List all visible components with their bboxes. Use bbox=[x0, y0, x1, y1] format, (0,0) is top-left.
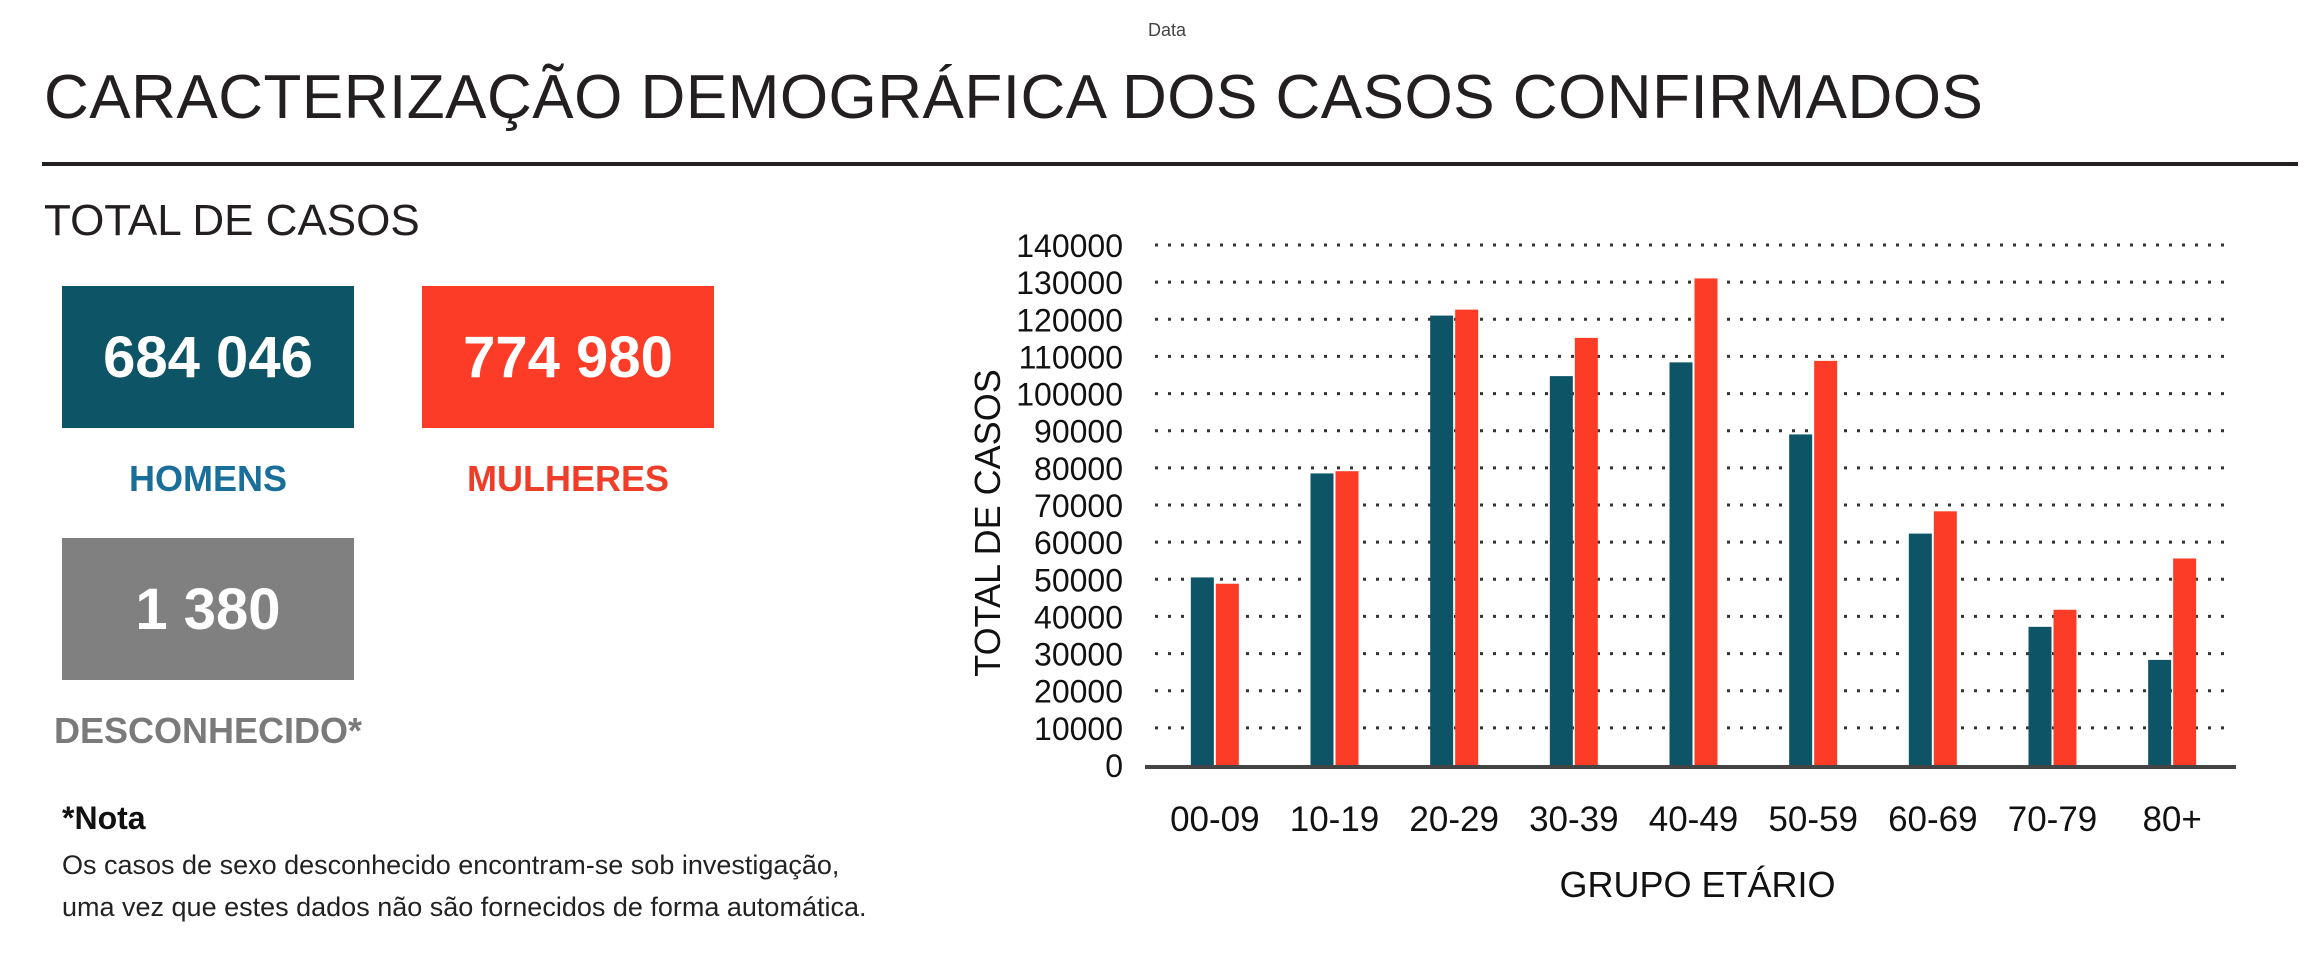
y-tick-label: 50000 bbox=[1034, 562, 1123, 598]
top-header-mark: Data bbox=[1148, 20, 1187, 40]
unknown-total-value: 1 380 bbox=[135, 576, 281, 642]
women-total-value: 774 980 bbox=[463, 324, 673, 390]
x-tick-label: 50-59 bbox=[1768, 800, 1858, 839]
y-tick-label: 70000 bbox=[1034, 488, 1123, 524]
y-tick-label: 80000 bbox=[1034, 451, 1123, 487]
y-tick-label: 120000 bbox=[1016, 302, 1123, 338]
bar-series-1 bbox=[1190, 577, 1214, 765]
unknown-total-card: 1 380 bbox=[62, 538, 354, 680]
x-tick-label: 60-69 bbox=[1888, 800, 1978, 839]
men-total-value: 684 046 bbox=[103, 324, 313, 390]
chart-bars bbox=[1190, 278, 2197, 765]
x-tick-label: 30-39 bbox=[1529, 800, 1619, 839]
bar-series-1 bbox=[1430, 315, 1454, 765]
note-line-2: uma vez que estes dados não são fornecid… bbox=[62, 892, 867, 922]
x-axis-title: GRUPO ETÁRIO bbox=[1559, 864, 1835, 905]
bar-series-2 bbox=[1455, 309, 1479, 765]
y-tick-label: 0 bbox=[1105, 748, 1123, 784]
x-axis-ticks: 00-09 10-19 20-29 30-39 40-49 50-59 60-69 70-79… bbox=[1170, 800, 2202, 839]
bar-series-2 bbox=[1814, 360, 1838, 765]
y-tick-label: 130000 bbox=[1016, 265, 1123, 301]
y-tick-label: 10000 bbox=[1034, 711, 1123, 747]
note-title: *Nota bbox=[62, 800, 146, 836]
total-cases-heading: TOTAL DE CASOS bbox=[44, 196, 420, 245]
x-tick-label: 80+ bbox=[2142, 800, 2201, 839]
page-title: CARACTERIZAÇÃO DEMOGRÁFICA DOS CASOS CON… bbox=[44, 63, 1984, 132]
bar-series-1 bbox=[2028, 626, 2052, 765]
bar-series-2 bbox=[1215, 583, 1239, 765]
note-line-1: Os casos de sexo desconhecido encontram-… bbox=[62, 850, 840, 880]
y-tick-label: 110000 bbox=[1019, 339, 1123, 375]
men-total-card: 684 046 bbox=[62, 286, 354, 428]
x-tick-label: 00-09 bbox=[1170, 800, 1260, 839]
y-tick-label: 40000 bbox=[1034, 599, 1123, 635]
y-axis-ticks: 0100002000030000400005000060000700008000… bbox=[1016, 228, 1123, 784]
y-tick-label: 30000 bbox=[1034, 637, 1123, 673]
x-tick-label: 40-49 bbox=[1649, 800, 1739, 839]
women-total-card: 774 980 bbox=[422, 286, 714, 428]
bar-series-2 bbox=[2173, 558, 2197, 765]
y-tick-label: 140000 bbox=[1016, 228, 1123, 264]
y-tick-label: 20000 bbox=[1034, 674, 1123, 710]
y-axis-title: TOTAL DE CASOS bbox=[967, 369, 1008, 676]
men-label: HOMENS bbox=[128, 458, 287, 499]
bar-series-1 bbox=[1310, 473, 1334, 765]
y-tick-label: 90000 bbox=[1034, 414, 1123, 450]
bar-series-1 bbox=[1549, 376, 1573, 765]
title-divider bbox=[42, 162, 2298, 166]
bar-series-2 bbox=[2053, 609, 2077, 765]
bar-series-1 bbox=[1789, 434, 1813, 765]
y-tick-label: 100000 bbox=[1016, 377, 1123, 413]
bar-series-2 bbox=[1933, 511, 1957, 765]
bar-series-2 bbox=[1335, 471, 1359, 765]
bar-series-1 bbox=[1669, 362, 1693, 765]
bar-series-1 bbox=[1908, 533, 1932, 765]
unknown-label: DESCONHECIDO* bbox=[53, 710, 363, 751]
x-tick-label: 10-19 bbox=[1290, 800, 1380, 839]
x-tick-label: 20-29 bbox=[1409, 800, 1499, 839]
bar-series-1 bbox=[2148, 659, 2172, 765]
y-tick-label: 60000 bbox=[1034, 525, 1123, 561]
x-tick-label: 70-79 bbox=[2008, 800, 2098, 839]
women-label: MULHERES bbox=[466, 458, 669, 499]
chart-gridlines bbox=[1155, 243, 2232, 730]
bar-series-2 bbox=[1694, 278, 1718, 765]
bar-series-2 bbox=[1574, 337, 1598, 765]
